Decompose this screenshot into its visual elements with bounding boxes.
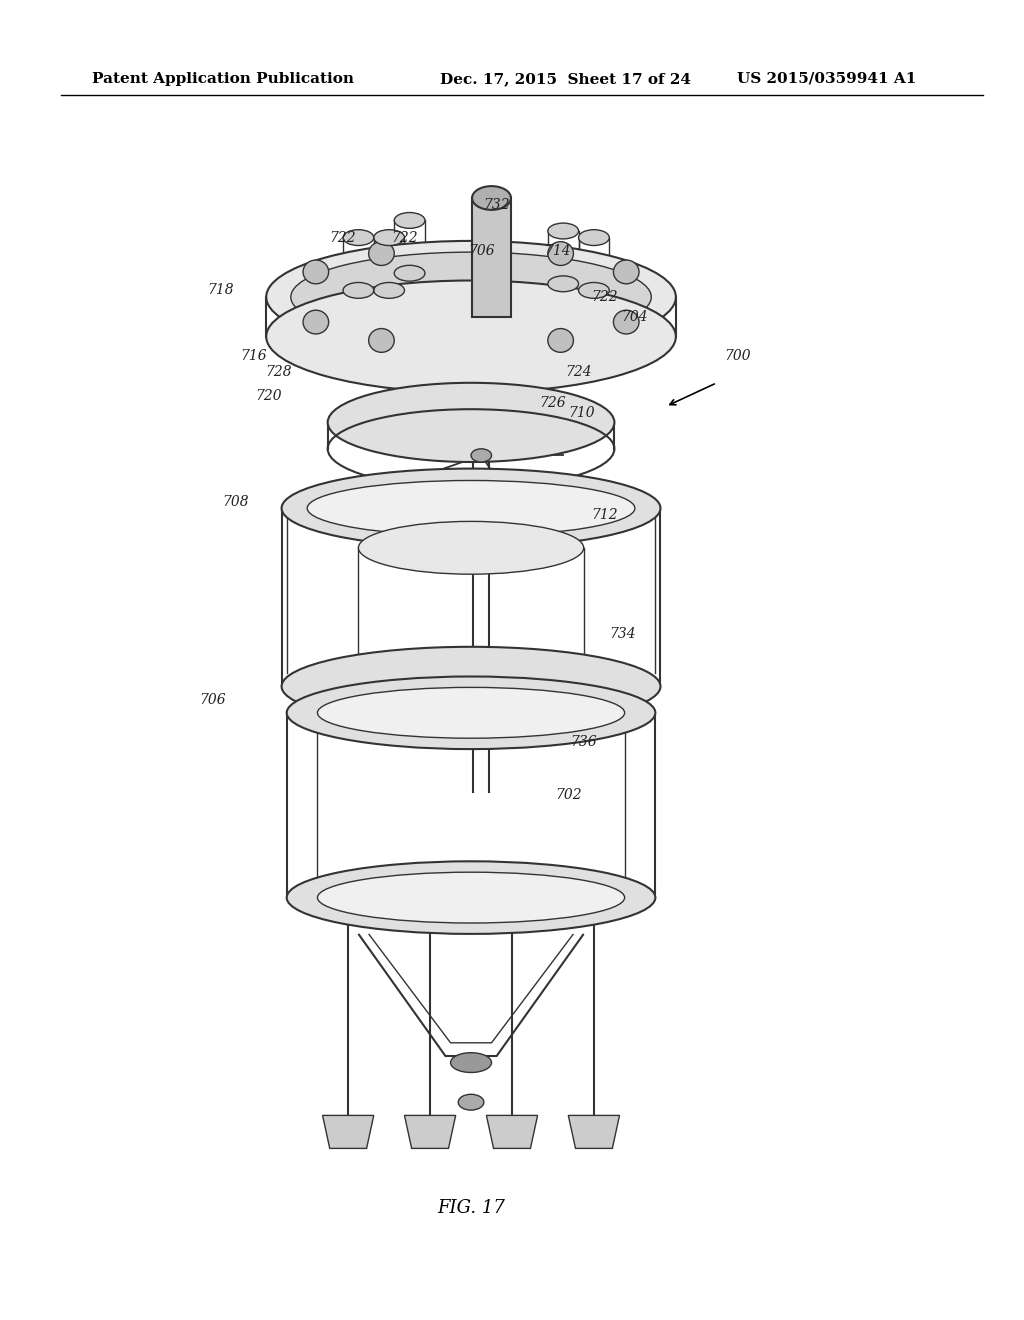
Ellipse shape [613,310,639,334]
Polygon shape [568,1115,620,1148]
Text: 710: 710 [568,407,595,420]
Ellipse shape [548,329,573,352]
Ellipse shape [472,186,511,210]
Text: 712: 712 [591,508,617,521]
Text: Patent Application Publication: Patent Application Publication [92,71,354,86]
Text: 732: 732 [483,198,510,211]
Ellipse shape [287,861,655,935]
Ellipse shape [266,281,676,393]
Ellipse shape [369,329,394,352]
Ellipse shape [303,260,329,284]
Text: FIG. 17: FIG. 17 [437,1199,505,1217]
Ellipse shape [374,282,404,298]
Text: 704: 704 [622,310,648,323]
Text: 708: 708 [222,495,249,508]
Text: 724: 724 [565,366,592,379]
Text: 706: 706 [468,244,495,257]
Text: 716: 716 [241,350,267,363]
Ellipse shape [451,1053,492,1072]
Ellipse shape [291,252,651,342]
Polygon shape [472,198,511,317]
Ellipse shape [317,688,625,738]
Ellipse shape [369,242,394,265]
Ellipse shape [282,647,660,726]
Ellipse shape [266,242,676,354]
Text: 726: 726 [540,396,566,409]
Ellipse shape [548,223,579,239]
Ellipse shape [358,521,584,574]
Ellipse shape [471,449,492,462]
Ellipse shape [579,282,609,298]
Text: 700: 700 [724,350,751,363]
Ellipse shape [394,265,425,281]
Ellipse shape [548,276,579,292]
Ellipse shape [343,282,374,298]
Text: 718: 718 [207,284,233,297]
Ellipse shape [317,873,625,923]
Text: 714: 714 [545,244,571,257]
Polygon shape [486,1115,538,1148]
Ellipse shape [579,230,609,246]
Polygon shape [404,1115,456,1148]
Text: 722: 722 [330,231,356,244]
Text: 736: 736 [570,735,597,748]
Ellipse shape [459,1094,484,1110]
Ellipse shape [307,480,635,536]
Polygon shape [323,1115,374,1148]
Ellipse shape [374,230,404,246]
Ellipse shape [548,242,573,265]
Text: 728: 728 [265,366,292,379]
Ellipse shape [328,383,614,462]
Ellipse shape [358,653,584,706]
Ellipse shape [394,213,425,228]
Text: 722: 722 [591,290,617,304]
Text: 722: 722 [391,231,418,244]
Ellipse shape [287,676,655,748]
Ellipse shape [613,260,639,284]
Text: 706: 706 [200,693,226,706]
Text: 720: 720 [255,389,282,403]
Ellipse shape [282,469,660,548]
Text: 734: 734 [609,627,636,640]
Text: US 2015/0359941 A1: US 2015/0359941 A1 [737,71,916,86]
Ellipse shape [343,230,374,246]
Text: Dec. 17, 2015  Sheet 17 of 24: Dec. 17, 2015 Sheet 17 of 24 [440,71,691,86]
Text: 702: 702 [555,788,582,801]
Ellipse shape [303,310,329,334]
